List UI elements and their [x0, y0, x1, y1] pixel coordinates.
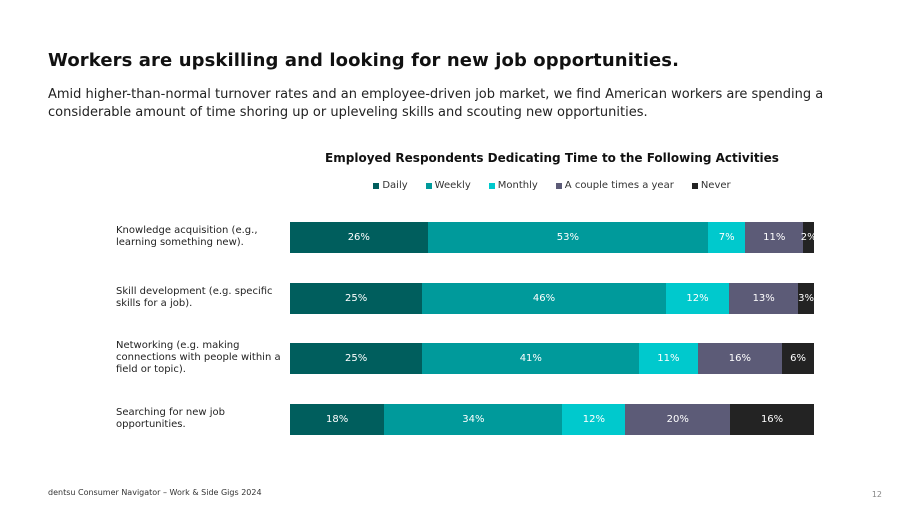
bar-segment: 12% [562, 404, 626, 435]
data-label: 13% [752, 293, 775, 304]
bar-segment: 26% [290, 222, 428, 253]
legend-swatch [373, 182, 380, 189]
category-label: Skill development (e.g. specific skills … [116, 285, 273, 309]
data-label: 53% [556, 232, 579, 243]
legend-swatch [691, 182, 698, 189]
data-label: 12% [686, 293, 709, 304]
chart-legend: Daily Weekly Monthly A couple times a year N… [290, 180, 814, 191]
data-label: 16% [728, 353, 751, 364]
data-label: 46% [532, 293, 556, 304]
bar-segment: 34% [384, 404, 563, 435]
bar-segment: 2% [800, 222, 817, 253]
legend-label: Never [700, 180, 731, 191]
bar-segment: 20% [625, 404, 731, 435]
legend-label: Weekly [434, 180, 471, 191]
legend-item: A couple times a year [555, 180, 674, 191]
bar-segment: 13% [729, 283, 799, 314]
legend-swatch [488, 182, 495, 189]
bar-row: 26% 53% 7% 11% 2% [290, 222, 817, 253]
page-title: Workers are upskilling and looking for n… [48, 50, 680, 71]
bar-row: 25% 41% 11% 16% 6% [290, 343, 814, 374]
bar-row: 18% 34% 12% 20% 16% [290, 404, 814, 435]
bar-row: 25% 46% 12% 13% 3% [290, 283, 814, 314]
bar-segment: 46% [422, 283, 666, 314]
data-label: 3% [798, 293, 814, 304]
data-label: 18% [326, 414, 349, 425]
page-number: 12 [871, 490, 882, 499]
data-label: 7% [718, 232, 735, 243]
bar-segment: 18% [290, 404, 385, 435]
category-label: Networking (e.g. making connections with… [116, 339, 281, 375]
bar-segment: 12% [665, 283, 730, 314]
legend-item: Daily [373, 180, 408, 191]
legend-label: A couple times a year [564, 180, 674, 191]
bar-segment: 11% [745, 222, 804, 253]
bar-segment: 6% [782, 343, 814, 374]
data-label: 6% [790, 353, 807, 364]
bar-segment: 41% [422, 343, 640, 374]
data-label: 41% [519, 353, 542, 364]
data-label: 34% [462, 414, 485, 425]
data-label: 12% [582, 414, 606, 425]
legend-label: Daily [382, 180, 408, 191]
bar-segment: 16% [697, 343, 783, 374]
category-label: Searching for new job opportunities. [116, 406, 226, 430]
data-label: 16% [760, 414, 784, 425]
category-label: Knowledge acquisition (e.g., learning so… [116, 224, 258, 248]
bar-segment: 16% [730, 404, 814, 435]
data-label: 25% [345, 293, 368, 304]
data-label: 20% [666, 414, 689, 425]
legend-item: Monthly [488, 180, 538, 191]
data-label: 11% [657, 353, 680, 364]
legend-label: Monthly [497, 180, 538, 191]
bar-segment: 7% [708, 222, 746, 253]
data-label: 25% [345, 353, 368, 364]
legend-item: Weekly [425, 180, 471, 191]
legend-item: Never [691, 180, 731, 191]
chart-title: Employed Respondents Dedicating Time to … [325, 151, 779, 165]
page-subtitle: Amid higher-than-normal turnover rates a… [48, 87, 824, 120]
legend-swatch [425, 182, 432, 189]
bar-segment: 25% [290, 283, 423, 314]
footer-source: dentsu Consumer Navigator – Work & Side … [48, 488, 262, 497]
bar-segment: 53% [427, 222, 709, 253]
bar-segment: 11% [639, 343, 698, 374]
data-label: 26% [347, 232, 370, 243]
bar-segment: 3% [798, 283, 814, 314]
data-label: 11% [763, 232, 786, 243]
bar-segment: 25% [290, 343, 423, 374]
legend-swatch [555, 182, 562, 189]
data-label: 2% [800, 232, 817, 243]
